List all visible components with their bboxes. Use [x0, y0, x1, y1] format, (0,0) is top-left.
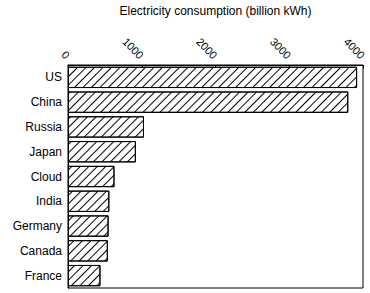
svg-text:0: 0 — [59, 48, 72, 61]
svg-text:1000: 1000 — [120, 35, 146, 61]
svg-text:Cloud: Cloud — [31, 170, 62, 184]
svg-text:China: China — [31, 95, 63, 109]
svg-text:3000: 3000 — [268, 35, 294, 61]
svg-text:2000: 2000 — [194, 35, 220, 61]
svg-text:Germany: Germany — [13, 219, 62, 233]
svg-text:India: India — [36, 194, 62, 208]
svg-text:France: France — [25, 269, 63, 283]
svg-text:Canada: Canada — [20, 244, 62, 258]
svg-text:4000: 4000 — [341, 35, 367, 61]
svg-text:Russia: Russia — [25, 120, 62, 134]
svg-text:Electricity consumption (billi: Electricity consumption (billion kWh) — [119, 4, 311, 18]
svg-text:US: US — [45, 70, 62, 84]
svg-text:Japan: Japan — [29, 145, 62, 159]
